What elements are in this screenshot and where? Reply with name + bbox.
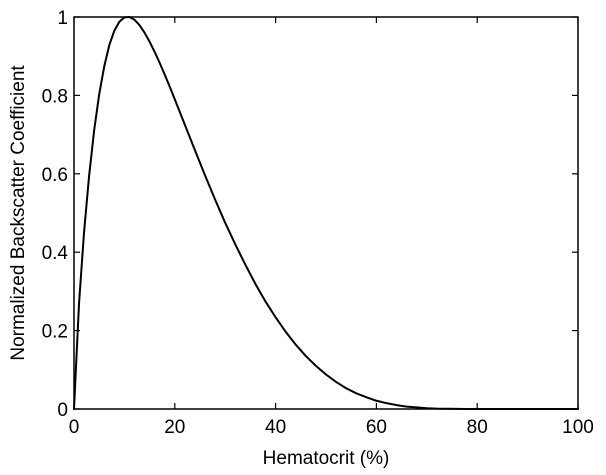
y-tick-label: 0.6: [42, 165, 68, 186]
x-axis-ticks: 0 20 40 60 80 100: [69, 17, 594, 438]
y-tick-label: 0: [57, 400, 68, 421]
x-tick-label: 0: [69, 417, 80, 438]
y-tick-label: 0.8: [42, 86, 68, 107]
y-axis-label: Normalized Backscatter Coefficient: [8, 65, 29, 361]
x-tick-label: 40: [265, 417, 286, 438]
x-axis-label: Hematocrit (%): [263, 448, 390, 469]
y-tick-label: 1: [57, 8, 68, 29]
y-tick-label: 0.2: [42, 322, 68, 343]
plot-frame: [73, 16, 579, 410]
y-tick-label: 0.4: [42, 243, 69, 264]
x-tick-label: 20: [164, 417, 185, 438]
x-tick-label: 80: [467, 417, 488, 438]
x-tick-label: 100: [562, 417, 594, 438]
x-tick-label: 60: [366, 417, 387, 438]
y-axis-ticks: 0 0.2 0.4 0.6 0.8 1: [42, 8, 578, 421]
plot-area: [74, 17, 578, 409]
